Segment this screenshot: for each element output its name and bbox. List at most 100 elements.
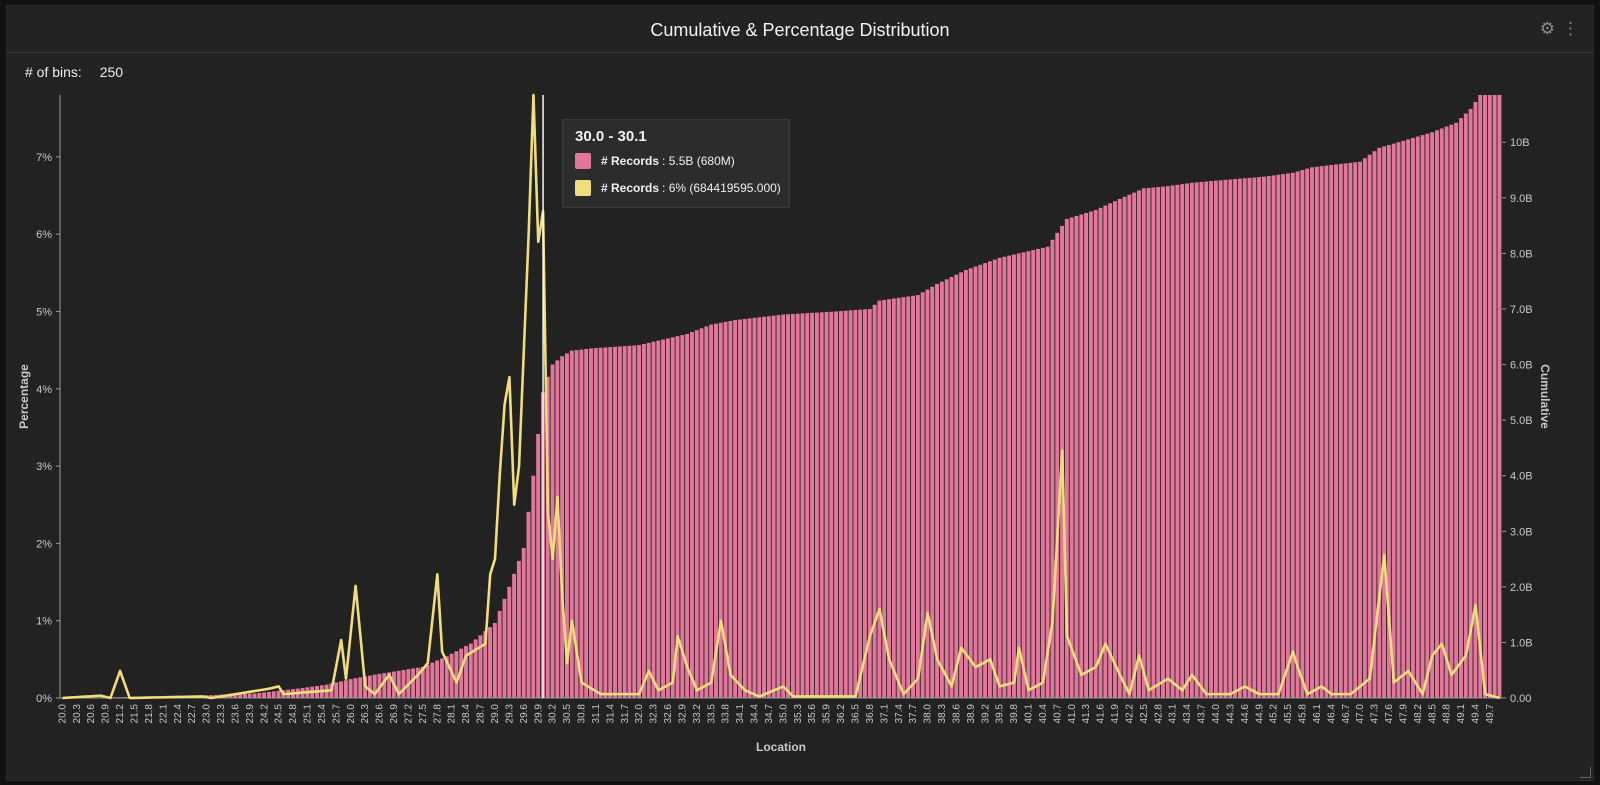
- x-tick-label: 41.9: [1110, 704, 1121, 724]
- cumulative-bar: [709, 324, 714, 698]
- cumulative-bar: [415, 667, 420, 698]
- cumulative-bar: [440, 658, 444, 698]
- cumulative-bar: [1382, 146, 1387, 698]
- left-tick-label: 4%: [36, 384, 52, 396]
- cumulative-bar: [1233, 179, 1238, 698]
- x-tick-label: 29.3: [504, 704, 515, 724]
- right-axis-title: Cumulative: [1538, 364, 1552, 429]
- x-tick-label: 38.6: [951, 704, 962, 724]
- cumulative-bar: [435, 660, 440, 698]
- panel-header: Cumulative & Percentage Distribution ⚙ ⋮: [7, 6, 1593, 53]
- cumulative-bar: [238, 694, 243, 698]
- cumulative-bar: [598, 347, 603, 698]
- left-tick-label: 7%: [36, 152, 52, 164]
- tooltip-series-value: : 5.5B (680M): [662, 154, 735, 168]
- x-tick-label: 35.9: [822, 704, 833, 724]
- cumulative-bar: [1449, 124, 1454, 699]
- cumulative-bar: [574, 350, 579, 698]
- cumulative-bar: [935, 283, 940, 698]
- cumulative-bar: [733, 320, 738, 698]
- cumulative-bar: [473, 639, 478, 698]
- x-tick-label: 46.7: [1341, 704, 1352, 724]
- cumulative-bar: [521, 547, 526, 698]
- cumulative-bar: [1372, 151, 1377, 698]
- cumulative-bar: [1069, 217, 1074, 698]
- cumulative-bar: [824, 312, 829, 698]
- cumulative-bar: [992, 259, 997, 698]
- cumulative-bar: [1314, 166, 1319, 698]
- cumulative-bar: [1497, 95, 1502, 698]
- cumulative-bar: [810, 312, 815, 698]
- cumulative-bar: [685, 333, 690, 698]
- cumulative-bar: [829, 311, 834, 698]
- percentage-line: [62, 93, 1500, 700]
- cumulative-bar: [637, 345, 642, 698]
- cumulative-bar: [1305, 168, 1310, 698]
- cumulative-bar: [877, 300, 882, 698]
- cumulative-bar: [502, 598, 507, 698]
- cumulative-bar: [1237, 178, 1242, 698]
- cumulative-bar: [247, 693, 252, 698]
- x-tick-label: 36.2: [836, 704, 847, 724]
- cumulative-bar: [742, 318, 747, 698]
- distribution-chart[interactable]: 0% 1% 2% 3% 4% 5% 6% 7% 0.00 1.0B 2.0B 3.0B 4.0B 5.0B…: [7, 6, 1593, 780]
- x-tick-label: 33.8: [721, 704, 732, 724]
- cumulative-bar: [1161, 186, 1165, 698]
- cumulative-bar: [906, 296, 911, 698]
- x-tick-label: 25.1: [303, 704, 314, 724]
- x-tick-label: 43.7: [1197, 704, 1208, 724]
- cumulative-bar: [954, 274, 959, 698]
- cumulative-bar: [449, 653, 454, 698]
- cumulative-bar: [944, 279, 949, 698]
- cumulative-bar: [1286, 173, 1290, 698]
- x-tick-label: 37.1: [879, 704, 890, 724]
- cumulative-bar: [896, 297, 901, 698]
- x-tick-label: 28.4: [461, 704, 472, 724]
- cumulative-bar: [675, 336, 680, 698]
- cumulative-bar: [641, 343, 646, 698]
- x-tick-label: 20.6: [86, 704, 97, 724]
- right-tick-label: 7.0B: [1510, 304, 1533, 316]
- cumulative-bar: [1170, 185, 1175, 699]
- cumulative-bar: [1459, 118, 1463, 698]
- cumulative-bar: [1367, 154, 1372, 699]
- cumulative-bar: [613, 346, 617, 698]
- cumulative-bar: [1377, 147, 1382, 699]
- x-tick-label: 30.8: [577, 704, 588, 724]
- tooltip-row-cumulative: # Records : 5.5B (680M): [575, 153, 735, 169]
- x-tick-label: 34.4: [750, 704, 761, 724]
- cumulative-bar: [627, 345, 632, 698]
- cumulative-bar: [1415, 136, 1420, 698]
- cumulative-bar: [1463, 113, 1468, 698]
- cumulative-bar: [271, 691, 276, 698]
- resize-handle[interactable]: [1580, 767, 1591, 778]
- cumulative-bar: [1132, 192, 1137, 698]
- cumulative-bar: [617, 346, 622, 698]
- cumulative-bar: [1156, 187, 1161, 698]
- x-tick-label: 35.6: [807, 704, 818, 724]
- cumulative-bar: [1228, 179, 1233, 699]
- cumulative-bar: [1055, 232, 1060, 698]
- right-tick-label: 8.0B: [1510, 248, 1533, 260]
- cumulative-bar: [1088, 211, 1093, 698]
- cumulative-bar: [382, 673, 387, 698]
- cumulative-bar: [978, 264, 983, 698]
- cumulative-bar: [1026, 251, 1031, 699]
- bins-value[interactable]: 250: [99, 64, 124, 80]
- x-tick-label: 32.3: [649, 704, 660, 724]
- cumulative-bar: [665, 338, 670, 698]
- kebab-menu-icon[interactable]: ⋮: [1562, 19, 1579, 38]
- cumulative-bar: [1266, 176, 1271, 699]
- cumulative-bar: [262, 692, 267, 698]
- cumulative-bar: [1180, 184, 1185, 698]
- cumulative-bar: [1353, 162, 1358, 698]
- x-tick-label: 25.7: [331, 704, 342, 724]
- x-tick-label: 24.5: [274, 704, 285, 724]
- cumulative-bar: [608, 347, 613, 698]
- cumulative-bar: [1127, 194, 1132, 698]
- right-tick-label: 6.0B: [1510, 360, 1533, 372]
- gear-icon[interactable]: ⚙: [1539, 19, 1555, 38]
- cumulative-bar: [838, 311, 843, 698]
- cumulative-bar: [776, 315, 781, 698]
- x-tick-label: 23.6: [230, 704, 241, 724]
